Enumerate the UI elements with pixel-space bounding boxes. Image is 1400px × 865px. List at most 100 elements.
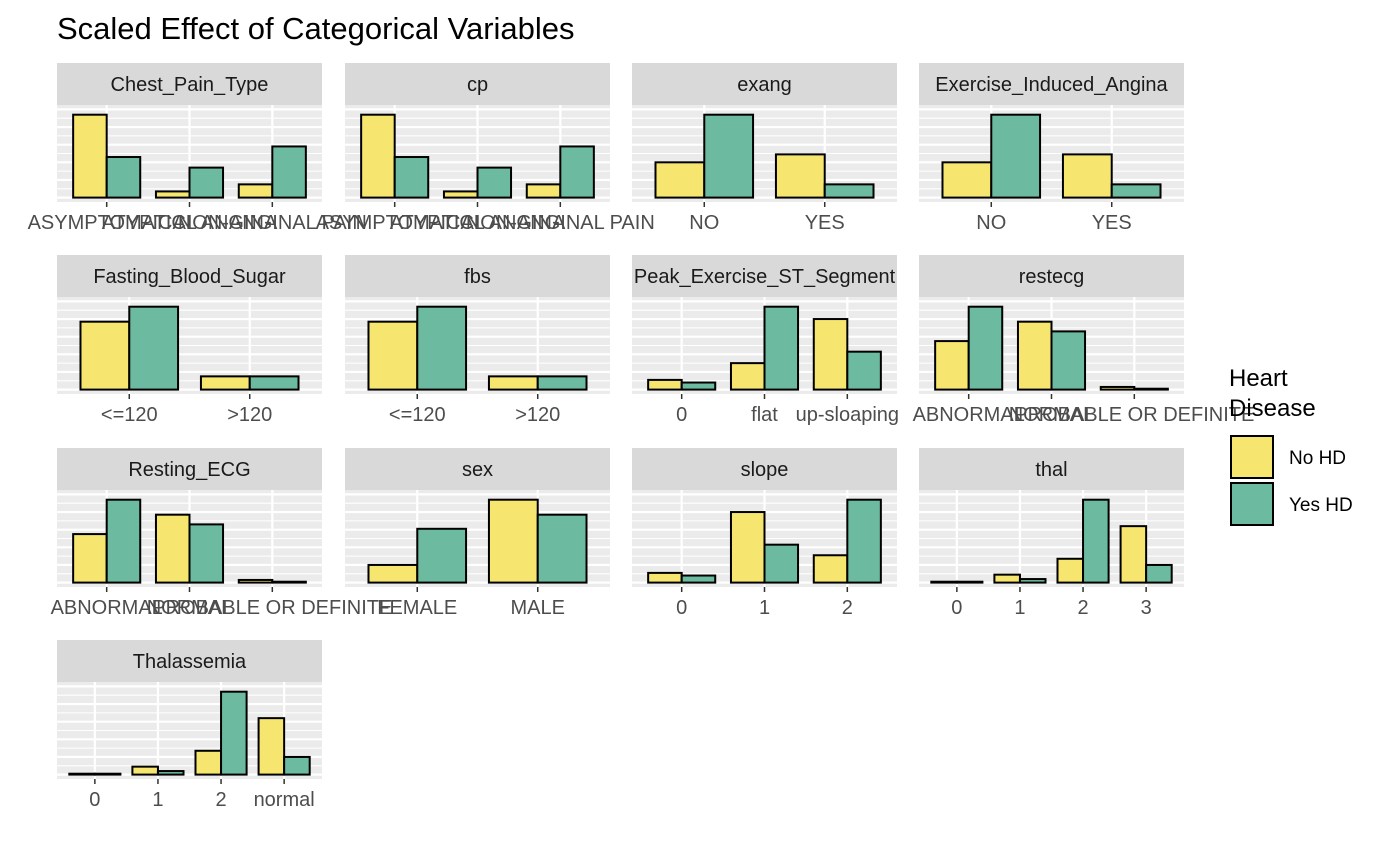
bar-yes-hd-1 [156,770,185,776]
x-tick-label: NORMAL [1009,404,1095,426]
bar-no-hd-male [487,498,539,584]
bar-yes-hd-abnormal [967,305,1004,391]
bar-no-hd-3 [1119,525,1148,584]
x-tick-label: MALE [510,597,564,619]
panel-exang: exang NO YES [632,63,897,234]
x-tick-label: up-sloaping [796,404,899,426]
panel-fbs: fbs <=120 >120 [345,255,610,426]
legend-title: Heart [1229,365,1288,392]
facet-strip [57,640,322,682]
facet-strip [345,255,610,297]
bar-no-hd-0 [930,580,958,584]
legend: Heart Disease No HD Yes HD [1229,365,1353,526]
chart-title: Scaled Effect of Categorical Variables [57,11,575,46]
bar-no-hd-flat [729,362,766,391]
x-tick-label: 0 [676,597,687,619]
bar-no-hd-0 [647,571,683,584]
facet-strip [57,448,322,490]
bar-no-hd-asymptomatic [72,113,108,199]
bar-yes-hd-120 [416,305,468,391]
x-tick-label: normal [254,789,315,811]
facet-title: Thalassemia [133,651,247,673]
bar-yes-hd-120 [128,305,180,391]
legend-key-yes-hd [1230,482,1274,526]
bar-yes-hd-1 [763,543,800,584]
facet-strip [345,448,610,490]
bar-no-hd-probable-or-definite [237,578,274,584]
bar-no-hd-no [654,161,706,199]
bar-no-hd-120 [367,320,419,391]
facet-title: Peak_Exercise_ST_Segment [634,266,896,288]
legend-title-line-2: Disease [1229,395,1316,422]
bar-no-hd-non-anginal-pain [525,183,562,199]
bar-yes-hd-asymptomatic [105,156,142,199]
facet-strip [632,255,897,297]
facet-strip [919,448,1184,490]
bar-yes-hd-normal [283,755,311,776]
bar-no-hd-up-sloaping [812,318,849,391]
bar-yes-hd-no [990,113,1042,199]
bar-yes-hd-yes [1110,183,1162,199]
bar-yes-hd-1 [1018,578,1047,584]
bar-no-hd-atypical-angina [154,190,191,199]
x-tick-label: NON-ANGINAL PAIN [178,212,367,234]
bar-yes-hd-0 [680,574,717,584]
bar-yes-hd-yes [823,183,875,199]
x-tick-label: ATYPICAL ANGINA [390,212,566,234]
facet-title: Fasting_Blood_Sugar [93,266,286,288]
x-tick-label: 0 [951,597,962,619]
x-tick-label: NON-ANGINAL PAIN [466,212,655,234]
x-tick-label: <=120 [389,404,446,426]
facet-strip [57,63,322,105]
bar-yes-hd-up-sloaping [846,350,882,391]
bar-no-hd-2 [1056,557,1085,584]
bar-no-hd-no [941,161,993,199]
x-tick-label: ASYMPTOMATIC [316,212,474,234]
bar-yes-hd-abnormal [105,498,142,584]
bar-no-hd-abnormal [72,533,108,584]
x-tick-label: NO [689,212,719,234]
bar-yes-hd-3 [1145,563,1173,584]
bar-yes-hd-120 [536,375,588,391]
x-tick-label: 2 [842,597,853,619]
panel-thalassemia: Thalassemia 0 1 2 normal [57,640,322,811]
bar-no-hd-2 [812,554,849,584]
bar-no-hd-normal [257,717,286,776]
facet-strip [345,63,610,105]
facet-title: Exercise_Induced_Angina [935,74,1168,96]
panel-exercise-induced-angina: Exercise_Induced_Angina NO YES [919,63,1184,234]
x-tick-label: <=120 [101,404,158,426]
bar-no-hd-0 [647,378,683,391]
bar-yes-hd-2 [220,690,248,776]
bar-no-hd-120 [79,320,131,391]
bar-yes-hd-probable-or-definite [271,580,307,584]
facet-title: Chest_Pain_Type [111,74,269,96]
bar-yes-hd-2 [1082,498,1110,584]
x-tick-label: 0 [676,404,687,426]
x-tick-label: flat [751,404,778,426]
x-tick-label: 1 [152,789,163,811]
x-tick-label: 2 [1077,597,1088,619]
facet-title: Resting_ECG [128,459,250,481]
facet-title: restecg [1019,266,1085,288]
legend-label-yes-hd: Yes HD [1289,495,1353,516]
bar-no-hd-120 [487,375,539,391]
x-tick-label: >120 [227,404,272,426]
bar-no-hd-yes [1061,153,1113,199]
facet-title: cp [467,74,488,96]
panel-peak-exercise-st-segment: Peak_Exercise_ST_Segment 0 flat up-sloaping [632,255,899,426]
facet-title: exang [737,74,792,96]
legend-label-no-hd: No HD [1289,448,1346,469]
bar-no-hd-abnormal [934,340,970,391]
facet-strip [919,255,1184,297]
x-tick-label: NORMAL [147,597,233,619]
x-tick-label: PROBABLE OR DEFINITE [1014,404,1254,426]
bar-yes-hd-0 [93,772,122,776]
bar-yes-hd-non-anginal-pain [271,145,307,199]
panel-slope: slope 0 1 2 [632,448,897,619]
panel-fasting-blood-sugar: Fasting_Blood_Sugar <=120 >120 [57,255,322,426]
